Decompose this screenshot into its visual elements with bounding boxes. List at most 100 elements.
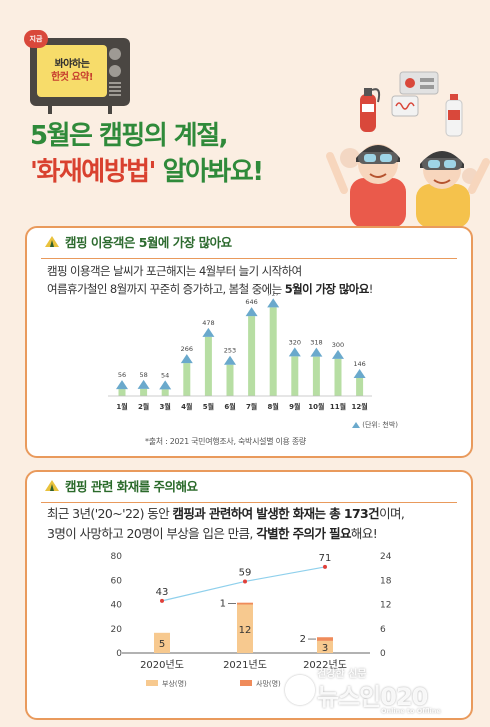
chart-bar bbox=[248, 316, 255, 396]
section-divider bbox=[41, 258, 457, 259]
chart-bar bbox=[205, 337, 212, 396]
description-line-1: 최근 3년('20~'22) 동안 캠핑과 관련하여 발생한 화재는 총 173… bbox=[47, 504, 467, 524]
legend-label-death: 사망(명) bbox=[256, 679, 281, 688]
tv-screen: 봐야하는 한컷 요약! bbox=[37, 45, 107, 97]
x-tick-label: 3월 bbox=[160, 402, 171, 411]
fires-label: 59 bbox=[239, 567, 252, 578]
chart-unit-label: (단위: 천박) bbox=[362, 421, 398, 429]
description-emphasis: 캠핑과 관련하여 발생한 화재는 총 173건 bbox=[173, 506, 380, 521]
tent-marker bbox=[246, 307, 258, 316]
right-tick-label: 18 bbox=[380, 576, 392, 586]
fire-extinguisher-icon bbox=[360, 88, 379, 132]
section-title: 캠핑 관련 화재를 주의해요 bbox=[65, 476, 198, 495]
tv-illustration: 지금 봐야하는 한컷 요약! bbox=[30, 38, 130, 106]
right-tick-label: 6 bbox=[380, 625, 386, 635]
legend-swatch-injury bbox=[146, 680, 158, 686]
fires-label: 71 bbox=[319, 553, 332, 564]
title-highlight: '화재예방법' bbox=[30, 157, 155, 187]
x-tick-label: 2월 bbox=[138, 402, 149, 411]
legend-label-injury: 부상(명) bbox=[162, 679, 187, 688]
section-title: 캠핑 이용객은 5월에 가장 많아요 bbox=[65, 232, 232, 251]
person-right bbox=[416, 151, 486, 228]
left-tick-label: 20 bbox=[111, 625, 123, 635]
fires-point bbox=[243, 579, 247, 583]
death-label: 1 bbox=[220, 599, 226, 610]
chart-bar bbox=[183, 363, 190, 396]
monthly-visitors-chart: 56 1월 58 2월 54 3월 266 4월 478 5월 253 6월 646 7월 717 8월 320… bbox=[90, 294, 390, 434]
tent-icon bbox=[45, 236, 59, 247]
data-label: 478 bbox=[202, 319, 214, 327]
x-tick-label: 11월 bbox=[330, 402, 346, 411]
x-tick-label: 1월 bbox=[116, 402, 127, 411]
left-tick-label: 0 bbox=[116, 649, 122, 659]
description-text: 해요! bbox=[351, 526, 377, 541]
x-tick-label: 5월 bbox=[203, 402, 214, 411]
camping-fires-chart: 0 20 40 60 80 0 6 12 18 24 5 12 1 3 2 43 59 71 2020년도 2021년… bbox=[100, 548, 400, 720]
injury-label: 3 bbox=[322, 643, 328, 654]
tent-marker bbox=[202, 328, 214, 337]
tent-marker bbox=[181, 354, 193, 363]
description-emphasis: 각별한 주의가 필요 bbox=[256, 526, 351, 541]
right-tick-label: 12 bbox=[380, 601, 391, 611]
gas-canister-icon bbox=[446, 94, 462, 136]
title-line-1: 5월은 캠핑의 계절, bbox=[30, 118, 330, 154]
data-label: 56 bbox=[118, 371, 126, 379]
tent-marker bbox=[224, 356, 236, 365]
tent-icon bbox=[352, 422, 360, 428]
chart-bar bbox=[227, 365, 234, 396]
death-bar bbox=[317, 637, 333, 641]
chart-bar bbox=[270, 307, 277, 396]
data-label: 266 bbox=[181, 345, 193, 353]
chart-bar bbox=[335, 359, 342, 396]
data-label: 253 bbox=[224, 347, 236, 355]
tv-line-2: 한컷 요약! bbox=[51, 71, 93, 84]
x-tick-label: 4월 bbox=[181, 402, 192, 411]
chart-bar bbox=[162, 389, 169, 396]
fires-point bbox=[323, 565, 327, 569]
x-tick-label: 2020년도 bbox=[140, 659, 184, 671]
x-tick-label: 10월 bbox=[308, 402, 324, 411]
description-line-1: 캠핑 이용객은 날씨가 포근해지는 4월부터 늘기 시작하여 bbox=[47, 262, 467, 280]
campers-illustration bbox=[320, 58, 490, 228]
data-label: 646 bbox=[245, 298, 257, 306]
x-tick-label: 6월 bbox=[224, 402, 235, 411]
chart-source: *출처 : 2021 국민여행조사, 숙박시설별 이용 종량 bbox=[145, 436, 306, 447]
chart-bar bbox=[313, 357, 320, 396]
tent-marker bbox=[159, 380, 171, 389]
section-description: 최근 3년('20~'22) 동안 캠핑과 관련하여 발생한 화재는 총 173… bbox=[47, 504, 467, 544]
right-tick-label: 24 bbox=[380, 552, 392, 562]
section-divider bbox=[41, 502, 457, 503]
tv-leg bbox=[48, 105, 52, 114]
data-label: 300 bbox=[332, 341, 344, 349]
description-text: 3명이 사망하고 20명이 부상을 입은 만큼, bbox=[47, 526, 256, 541]
tv-grill bbox=[109, 82, 121, 98]
tent-marker bbox=[138, 380, 150, 389]
tent-marker bbox=[310, 348, 322, 357]
tent-marker bbox=[267, 298, 279, 307]
tent-marker bbox=[332, 350, 344, 359]
control-panel-icon bbox=[400, 72, 438, 94]
x-tick-label: 2022년도 bbox=[303, 659, 347, 671]
data-label: 320 bbox=[289, 338, 301, 346]
section-header: 캠핑 이용객은 5월에 가장 많아요 bbox=[25, 226, 473, 256]
tv-knobs bbox=[109, 48, 123, 98]
data-label: 717 bbox=[267, 294, 279, 297]
tv-line-1: 봐야하는 bbox=[55, 58, 90, 71]
left-tick-label: 40 bbox=[111, 601, 123, 611]
description-text: 이며, bbox=[379, 506, 404, 521]
title-line-2: '화재예방법' 알아봐요! bbox=[30, 154, 330, 190]
title-rest: 알아봐요! bbox=[155, 157, 263, 187]
description-line-2: 3명이 사망하고 20명이 부상을 입은 만큼, 각별한 주의가 필요해요! bbox=[47, 524, 467, 544]
chart-bar bbox=[119, 389, 126, 396]
tent-marker bbox=[116, 380, 128, 389]
tv-knob bbox=[109, 65, 121, 77]
x-tick-label: 2021년도 bbox=[223, 659, 267, 671]
data-label: 58 bbox=[139, 371, 147, 379]
chart-unit: (단위: 천박) bbox=[352, 420, 398, 430]
data-label: 54 bbox=[161, 371, 169, 379]
section-header: 캠핑 관련 화재를 주의해요 bbox=[25, 470, 473, 500]
tent-marker bbox=[354, 369, 366, 378]
x-tick-label: 7월 bbox=[246, 402, 257, 411]
data-label: 318 bbox=[310, 339, 322, 347]
legend-swatch-death bbox=[240, 680, 252, 686]
